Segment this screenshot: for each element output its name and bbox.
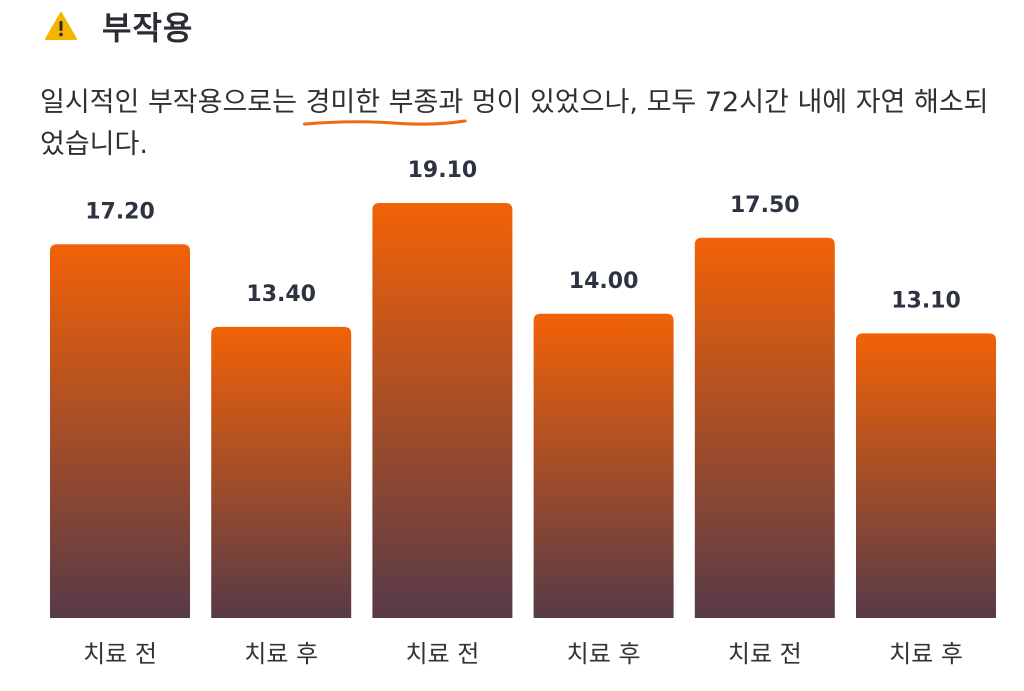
highlight-text: 경미한 부종과: [305, 87, 464, 118]
description-after: 멍이 있었으나, 모두 72시간 내에 자연 해소되었습니다.: [40, 87, 989, 160]
bar: [533, 313, 674, 618]
category-label: 치료 전: [728, 640, 802, 668]
section-header: 부작용: [44, 4, 193, 48]
bar: [211, 326, 352, 618]
bar: [372, 203, 513, 618]
category-label: 치료 전: [83, 640, 157, 668]
category-label: 치료 후: [889, 640, 963, 668]
category-label: 치료 전: [405, 640, 479, 668]
bar-chart: 17.20 치료 전 13.40 치료 후 19.10 치료 전 14.00 치료 후 17.5…: [50, 158, 996, 668]
highlight-underline: [302, 119, 467, 126]
section-title: 부작용: [102, 9, 194, 47]
data-label: 17.50: [730, 193, 800, 218]
data-label: 14.00: [569, 269, 639, 294]
description-text: 일시적인 부작용으로는 경미한 부종과 멍이 있었으나, 모두 72시간 내에 …: [40, 82, 1000, 166]
bar: [50, 244, 190, 618]
description-before: 일시적인 부작용으로는: [40, 87, 306, 118]
bar: [694, 237, 835, 618]
warning-icon: [45, 12, 77, 40]
data-label: 13.40: [246, 282, 316, 307]
highlighted-phrase: 경미한 부종과: [302, 82, 467, 126]
data-label: 13.10: [891, 288, 961, 313]
category-label: 치료 후: [244, 640, 318, 668]
data-label: 19.10: [408, 158, 478, 183]
data-label: 17.20: [85, 199, 155, 224]
category-label: 치료 후: [567, 640, 641, 668]
bar: [856, 333, 996, 618]
